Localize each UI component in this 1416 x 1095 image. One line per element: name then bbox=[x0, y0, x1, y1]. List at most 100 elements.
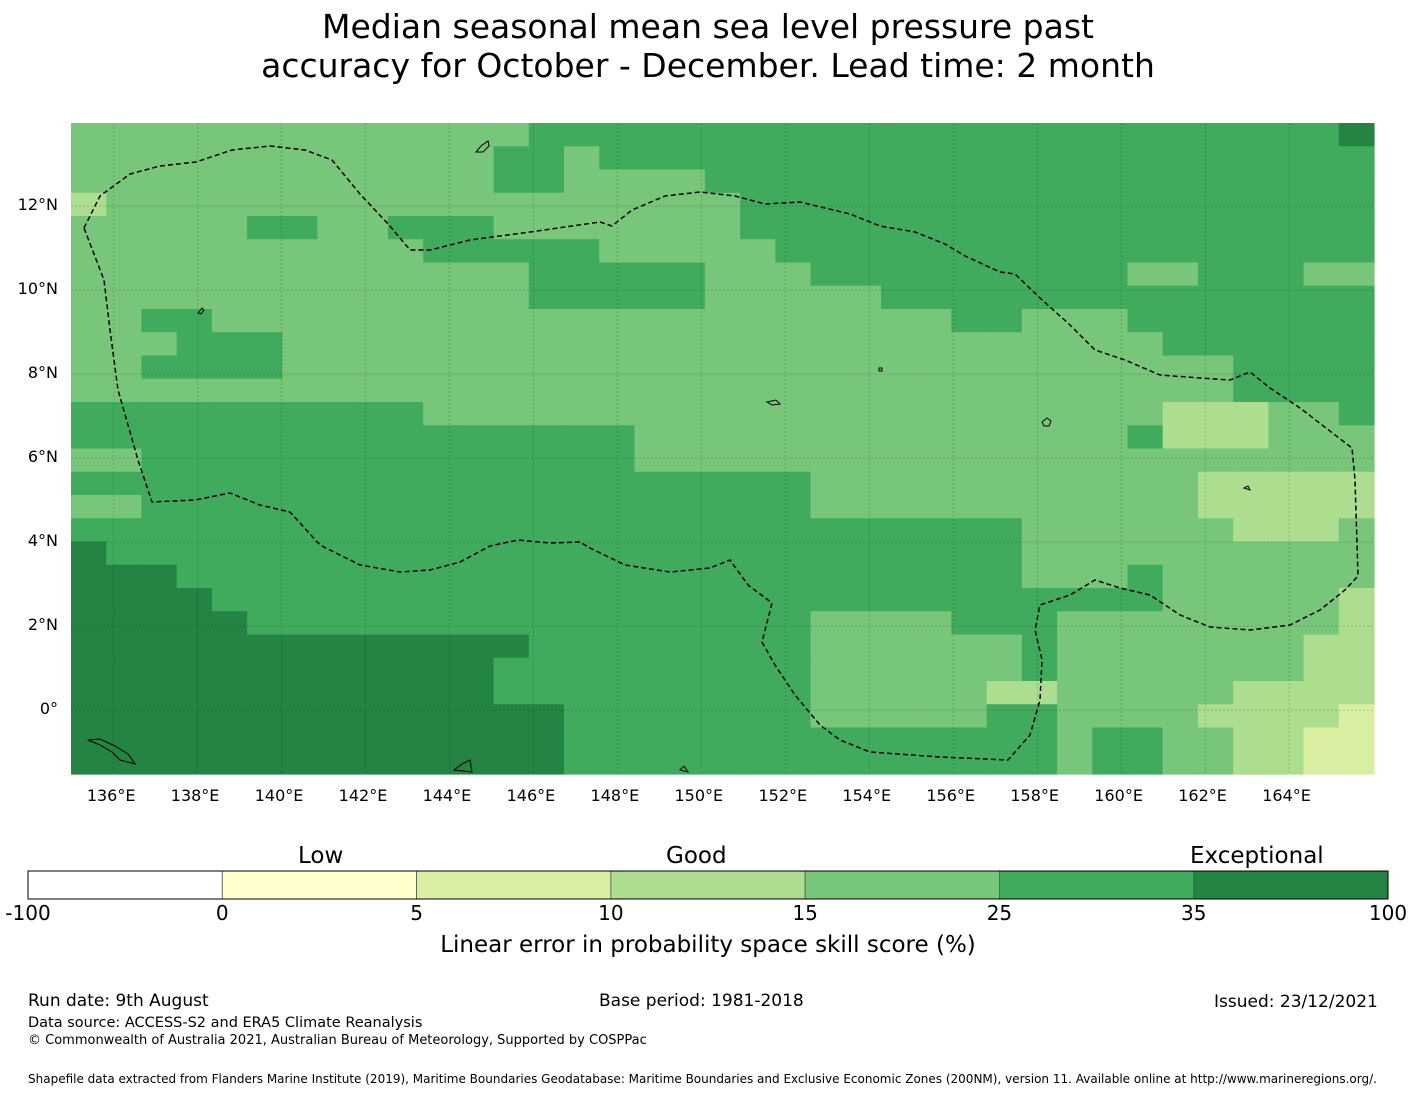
skill-cell bbox=[1092, 657, 1129, 682]
skill-cell bbox=[1057, 332, 1093, 357]
skill-cell bbox=[247, 216, 283, 240]
skill-cell bbox=[1057, 750, 1093, 775]
skill-cell bbox=[1162, 448, 1199, 473]
skill-cell bbox=[317, 123, 354, 147]
skill-cell bbox=[211, 750, 248, 775]
skill-cell bbox=[986, 355, 1023, 380]
skill-cell bbox=[1092, 192, 1129, 217]
skill-cell bbox=[880, 518, 917, 543]
skill-cell bbox=[493, 611, 530, 636]
skill-cell bbox=[317, 471, 354, 496]
skill-cell bbox=[599, 192, 636, 217]
skill-cell bbox=[916, 704, 953, 729]
skill-cell bbox=[880, 634, 917, 659]
skill-cell bbox=[1021, 169, 1058, 194]
skill-cell bbox=[599, 541, 636, 566]
skill-cell bbox=[599, 309, 636, 333]
skill-cell bbox=[986, 727, 1023, 752]
skill-cell bbox=[71, 471, 107, 496]
skill-cell bbox=[880, 495, 917, 519]
skill-cell bbox=[1057, 588, 1093, 612]
skill-cell bbox=[1303, 332, 1340, 357]
latitude-tick-label: 0° bbox=[39, 699, 58, 719]
skill-cell bbox=[1127, 332, 1164, 357]
colorbar-tick: 15 bbox=[792, 901, 818, 925]
skill-cell bbox=[1303, 611, 1340, 636]
skill-cell bbox=[1303, 378, 1340, 403]
skill-cell bbox=[1338, 634, 1375, 659]
skill-cell bbox=[176, 355, 213, 380]
skill-cell bbox=[704, 611, 741, 636]
skill-cell bbox=[352, 704, 389, 729]
skill-cell bbox=[775, 657, 812, 682]
skill-cell bbox=[1303, 216, 1340, 240]
skill-cell bbox=[352, 216, 389, 240]
island-outline bbox=[474, 140, 490, 153]
skill-cell bbox=[775, 146, 812, 171]
skill-cell bbox=[1127, 727, 1164, 752]
skill-cell bbox=[916, 192, 953, 217]
skill-cell bbox=[247, 588, 283, 612]
skill-cell bbox=[669, 355, 706, 380]
skill-cell bbox=[1338, 192, 1375, 217]
skill-cell bbox=[1021, 448, 1058, 473]
skill-cell bbox=[247, 564, 283, 589]
skill-cell bbox=[1338, 169, 1375, 194]
skill-cell bbox=[880, 611, 917, 636]
skill-cell bbox=[564, 425, 600, 450]
longitude-tick-label: 142°E bbox=[338, 786, 388, 805]
skill-cell bbox=[1268, 123, 1305, 147]
skill-cell bbox=[845, 355, 882, 380]
longitude-tick-label: 164°E bbox=[1262, 786, 1311, 805]
skill-cell bbox=[1057, 216, 1093, 240]
skill-cell bbox=[176, 425, 213, 450]
skill-cell bbox=[176, 564, 213, 589]
skill-cell bbox=[916, 750, 953, 775]
skill-cell bbox=[1197, 262, 1234, 287]
skill-cell bbox=[352, 169, 389, 194]
skill-cell bbox=[599, 378, 636, 403]
skill-cell bbox=[880, 750, 917, 775]
skill-cell bbox=[775, 425, 812, 450]
skill-cell bbox=[880, 564, 917, 589]
skill-cell bbox=[1338, 448, 1375, 473]
skill-cell bbox=[528, 378, 565, 403]
skill-cell bbox=[916, 541, 953, 566]
skill-cell bbox=[317, 611, 354, 636]
skill-cell bbox=[1338, 588, 1375, 612]
skill-cell bbox=[1197, 704, 1234, 729]
skill-cell bbox=[1268, 564, 1305, 589]
skill-cell bbox=[458, 425, 495, 450]
skill-cell bbox=[880, 192, 917, 217]
skill-cell bbox=[493, 471, 530, 496]
skill-cell bbox=[141, 192, 178, 217]
skill-cell bbox=[599, 355, 636, 380]
island-outline bbox=[878, 367, 883, 372]
skill-cell bbox=[1338, 564, 1375, 589]
skill-cell bbox=[247, 727, 283, 752]
skill-cell bbox=[986, 425, 1023, 450]
skill-cell bbox=[1303, 657, 1340, 682]
skill-cell bbox=[282, 146, 319, 171]
latitude-tick-label: 6°N bbox=[27, 447, 58, 467]
skill-cell bbox=[810, 657, 847, 682]
skill-cell bbox=[106, 518, 143, 543]
skill-cell bbox=[564, 378, 600, 403]
skill-cell bbox=[71, 239, 107, 264]
skill-cell bbox=[211, 216, 248, 240]
skill-cell bbox=[141, 378, 178, 403]
skill-cell bbox=[352, 634, 389, 659]
skill-cell bbox=[1127, 750, 1164, 775]
skill-cell bbox=[1127, 634, 1164, 659]
skill-cell bbox=[775, 123, 812, 147]
skill-cell bbox=[810, 727, 847, 752]
skill-cell bbox=[458, 681, 495, 705]
skill-cell bbox=[634, 518, 671, 543]
skill-cell bbox=[951, 495, 988, 519]
skill-cell bbox=[704, 634, 741, 659]
skill-cell bbox=[1268, 681, 1305, 705]
skill-cell bbox=[141, 216, 178, 240]
skill-cell bbox=[317, 634, 354, 659]
skill-cell bbox=[282, 402, 319, 426]
skill-cell bbox=[599, 634, 636, 659]
